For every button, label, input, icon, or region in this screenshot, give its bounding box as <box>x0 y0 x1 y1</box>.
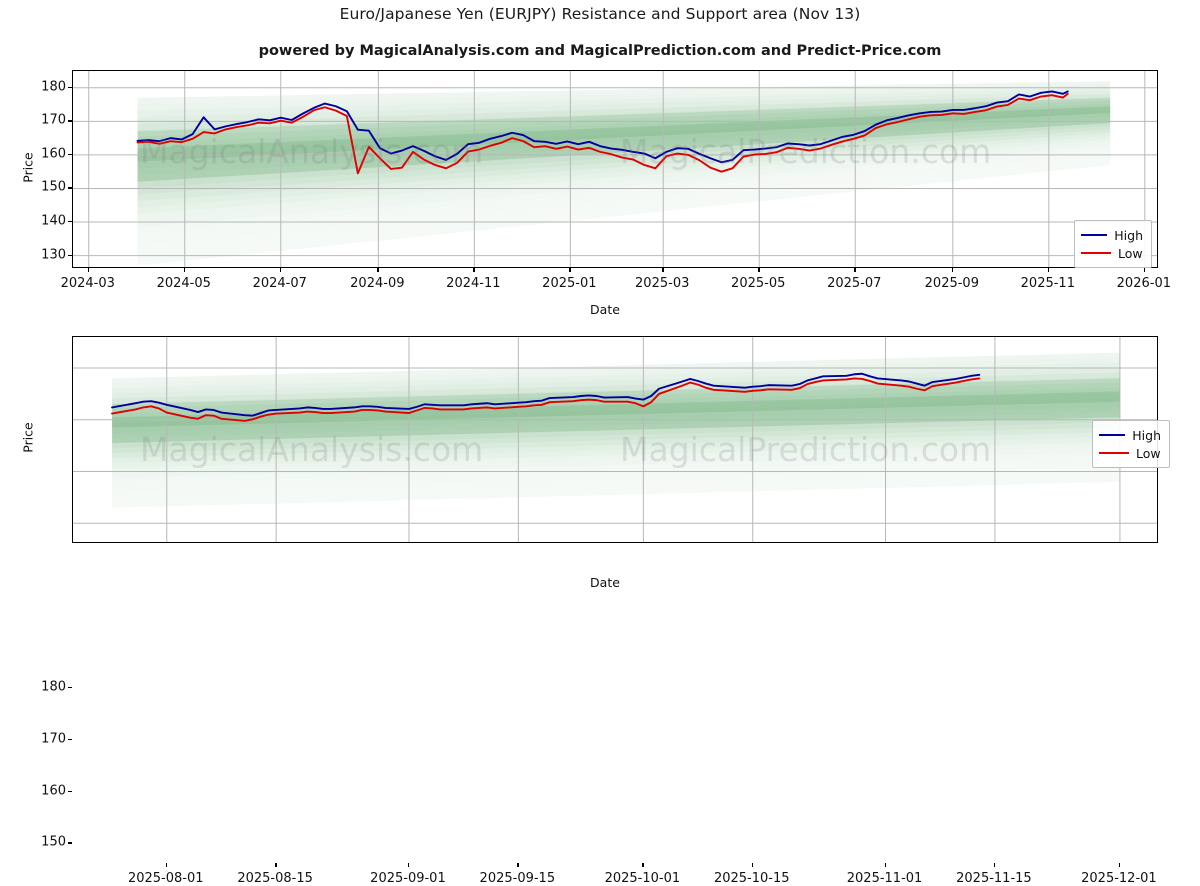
x-tick-label: 2024-09 <box>350 276 405 291</box>
y-tick-mark <box>68 86 72 89</box>
x-tick-mark <box>517 863 519 867</box>
x-tick-label: 2025-07 <box>827 276 882 291</box>
legend-line-low <box>1081 252 1111 254</box>
legend-label-high: High <box>1132 427 1161 443</box>
x-tick-label: 2024-11 <box>446 276 501 291</box>
x-tick-mark <box>275 863 277 867</box>
x-tick-label: 2025-08-01 <box>127 871 204 886</box>
gridlines <box>73 337 1157 542</box>
series-line-low <box>136 92 1069 175</box>
x-tick-mark <box>758 268 760 272</box>
x-tick-label: 2025-10-01 <box>604 871 681 886</box>
legend-line-low <box>1099 452 1129 454</box>
y-tick-mark <box>68 738 72 741</box>
y-tick-mark <box>68 153 72 156</box>
x-tick-label: 2025-05 <box>731 276 786 291</box>
series-line-low <box>111 377 981 422</box>
x-tick-mark <box>951 268 954 272</box>
y-tick-mark <box>68 221 72 223</box>
y-tick-mark <box>68 790 72 792</box>
x-tick-mark <box>1047 268 1050 272</box>
x-tick-label: 2024-07 <box>252 276 307 291</box>
legend-label-low: Low <box>1118 245 1143 261</box>
detail-x-axis-label: Date <box>590 575 620 590</box>
page-subtitle: powered by MagicalAnalysis.com and Magic… <box>258 43 942 59</box>
y-tick-mark <box>68 687 72 689</box>
x-tick-label: 2025-11-01 <box>846 871 923 886</box>
x-tick-label: 2025-12-01 <box>1081 871 1157 886</box>
x-tick-mark <box>569 268 571 272</box>
x-tick-label: 2025-09-01 <box>370 871 446 886</box>
x-tick-label: 2025-01 <box>542 276 597 291</box>
legend-row-high: High <box>1081 226 1143 244</box>
x-tick-mark <box>1118 863 1121 867</box>
x-tick-label: 2026-01 <box>1116 276 1171 291</box>
legend-label-low: Low <box>1136 445 1161 461</box>
overview-plot-area <box>72 70 1158 268</box>
x-tick-label: 2025-09 <box>924 276 979 291</box>
support-resistance-bands <box>137 81 1111 266</box>
x-tick-mark <box>993 863 996 867</box>
x-tick-mark <box>87 268 90 272</box>
x-tick-label: 2025-09-15 <box>479 871 556 886</box>
detail-y-axis-label: Price <box>20 422 36 453</box>
legend-row-high: High <box>1099 426 1161 444</box>
x-tick-mark <box>854 268 856 272</box>
legend-line-high <box>1081 234 1108 236</box>
page-title: Euro/Japanese Yen (EURJPY) Resistance an… <box>339 5 861 23</box>
y-tick-label: 150 <box>41 179 66 195</box>
y-tick-label: 170 <box>41 112 66 128</box>
legend-row-low: Low <box>1081 244 1143 262</box>
x-tick-mark <box>183 268 186 272</box>
x-tick-mark <box>279 268 282 272</box>
x-tick-mark <box>473 268 475 272</box>
y-tick-mark <box>68 120 72 122</box>
legend-row-low: Low <box>1099 444 1161 462</box>
x-tick-mark <box>751 863 754 867</box>
y-tick-label: 180 <box>41 679 66 695</box>
y-tick-mark <box>68 187 72 189</box>
x-tick-mark <box>884 863 886 867</box>
y-tick-label: 130 <box>41 247 66 263</box>
overview-plot-svg <box>73 71 1157 267</box>
y-tick-label: 160 <box>41 146 66 162</box>
y-tick-label: 140 <box>41 213 66 229</box>
x-tick-label: 2025-08-15 <box>237 871 313 886</box>
overview-x-axis-label: Date <box>590 302 620 317</box>
gridlines <box>73 71 1157 267</box>
support-resistance-bands <box>112 352 1120 508</box>
x-tick-label: 2025-03 <box>635 276 690 291</box>
y-tick-label: 150 <box>41 834 66 850</box>
x-tick-label: 2024-03 <box>60 276 115 291</box>
series-line-high <box>111 372 981 417</box>
x-tick-label: 2025-10-15 <box>713 871 790 886</box>
y-tick-label: 160 <box>41 783 66 799</box>
y-tick-label: 180 <box>41 79 66 95</box>
x-tick-mark <box>377 268 379 272</box>
detail-legend: High Low <box>1092 420 1170 468</box>
x-tick-label: 2024-05 <box>156 276 211 291</box>
y-tick-mark <box>68 254 72 256</box>
x-tick-mark <box>407 863 410 867</box>
detail-plot-svg <box>73 337 1157 542</box>
x-tick-mark <box>662 268 664 272</box>
detail-chart-panel: Price Date 150 160 170 180 2025-08-01 2025-0… <box>0 320 1200 886</box>
y-tick-label: 170 <box>41 731 66 747</box>
x-tick-mark <box>165 863 168 867</box>
overview-legend: High Low <box>1074 220 1152 268</box>
series-line-high <box>136 90 1069 164</box>
x-tick-mark <box>1143 268 1146 272</box>
x-tick-label: 2025-11 <box>1020 276 1075 291</box>
legend-label-high: High <box>1114 227 1143 243</box>
legend-line-high <box>1099 434 1126 436</box>
x-tick-label: 2025-11-15 <box>956 871 1032 886</box>
y-tick-mark <box>68 842 72 844</box>
detail-plot-area <box>72 336 1158 543</box>
overview-chart-panel: Price Date 130 140 150 160 170 180 2024-03 202… <box>0 0 1200 320</box>
x-tick-mark <box>642 863 644 867</box>
